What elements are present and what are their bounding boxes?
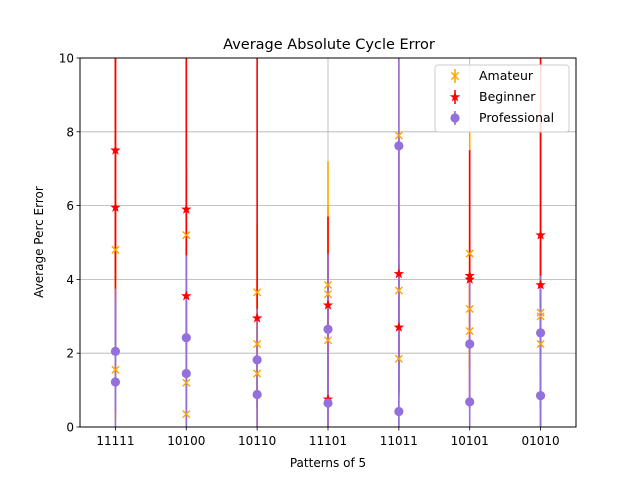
data-point-amateur [323, 290, 333, 299]
y-tick-label: 6 [66, 199, 74, 213]
data-point-professional [535, 328, 546, 338]
data-point-amateur [111, 365, 120, 374]
data-point-amateur [465, 326, 474, 336]
data-point-amateur [182, 378, 191, 387]
legend-label-professional: Professional [479, 110, 554, 125]
legend-box [434, 64, 570, 133]
data-point-professional [394, 141, 404, 151]
data-point-professional [252, 355, 262, 365]
data-point-professional [465, 397, 475, 407]
legend-marker-beginner [449, 91, 461, 102]
data-point-beginner [181, 290, 192, 301]
data-point-amateur [536, 339, 545, 349]
data-point-amateur [111, 245, 120, 254]
data-point-beginner [110, 144, 121, 155]
data-point-professional [110, 377, 121, 387]
data-point-beginner [251, 312, 263, 323]
y-tick-label: 4 [66, 273, 74, 287]
legend-label-amateur: Amateur [479, 68, 534, 83]
data-point-professional [110, 346, 121, 356]
data-point-amateur [536, 308, 545, 317]
data-point-beginner [535, 279, 546, 290]
y-axis-label: Average Perc Error [32, 186, 46, 298]
chart-title: Average Absolute Cycle Error [223, 37, 435, 53]
data-point-beginner [393, 321, 405, 332]
data-point-beginner [110, 201, 121, 212]
legend-markers [449, 69, 461, 125]
data-point-professional [252, 389, 262, 400]
x-tick-label: 10110 [238, 434, 276, 448]
axis-ticks: 0 2 4 6 8 10 11111 10100 10110 11101 11011 10101 010… [59, 52, 560, 449]
data-point-professional [181, 368, 191, 379]
x-tick-label: 11101 [309, 434, 347, 448]
data-point-beginner [181, 203, 192, 214]
data-point-amateur [182, 231, 191, 240]
x-tick-label: 10101 [451, 434, 489, 448]
data-point-amateur [182, 409, 191, 419]
x-axis-label: Patterns of 5 [290, 456, 366, 470]
legend-marker-amateur [450, 71, 460, 81]
data-point-beginner [322, 299, 334, 310]
data-markers [110, 131, 546, 419]
data-point-professional [323, 398, 333, 408]
y-tick-label: 0 [66, 421, 74, 435]
x-tick-label: 01010 [521, 434, 559, 448]
data-point-beginner [535, 229, 546, 240]
data-point-amateur [323, 280, 333, 290]
data-point-amateur [465, 304, 474, 314]
data-point-beginner [464, 270, 475, 281]
data-point-amateur [394, 286, 403, 295]
data-point-amateur [253, 339, 262, 349]
x-tick-label: 10100 [167, 434, 205, 448]
data-point-amateur [323, 336, 333, 345]
data-point-beginner [464, 273, 475, 284]
data-point-amateur [536, 312, 545, 321]
data-point-beginner [393, 268, 405, 279]
legend-marker-professional [450, 113, 460, 123]
data-point-amateur [253, 369, 262, 378]
data-point-amateur [465, 249, 474, 258]
x-tick-label: 11111 [96, 434, 134, 448]
legend-label-beginner: Beginner [479, 89, 536, 104]
data-point-professional [181, 333, 191, 343]
data-point-professional [465, 339, 475, 349]
y-tick-label: 2 [66, 347, 74, 361]
y-tick-label: 10 [59, 52, 74, 66]
x-tick-label: 11011 [380, 434, 418, 448]
data-point-professional [394, 406, 404, 417]
data-point-amateur [394, 131, 403, 140]
data-point-professional [535, 391, 546, 401]
data-point-amateur [253, 288, 262, 297]
legend: Amateur Beginner Professional [434, 64, 570, 133]
data-point-professional [323, 324, 333, 334]
y-tick-label: 8 [66, 125, 74, 139]
data-point-amateur [394, 354, 403, 363]
